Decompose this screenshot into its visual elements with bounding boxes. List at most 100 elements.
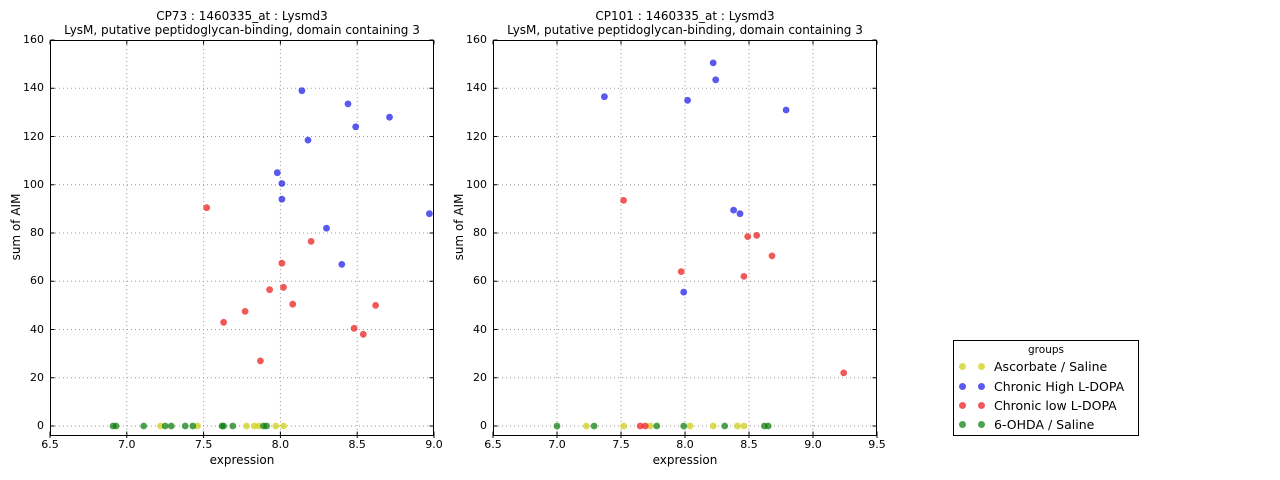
data-point: [298, 87, 306, 95]
axes-spine: [493, 40, 877, 436]
data-point: [323, 224, 330, 232]
data-point: [278, 259, 286, 267]
data-point: [350, 324, 358, 332]
y-axis-label: sum of AIM: [452, 193, 466, 261]
data-point: [273, 169, 281, 177]
data-point: [764, 422, 772, 430]
data-point: [372, 302, 379, 309]
data-point: [338, 261, 346, 268]
axes-area: [492, 39, 878, 438]
data-point: [620, 422, 627, 430]
data-point: [266, 286, 273, 294]
legend-entry: 6-OHDA / Saline: [954, 415, 1138, 434]
data-point: [203, 204, 211, 212]
data-point: [220, 318, 228, 326]
legend-marker-icon: [978, 421, 985, 429]
x-tick-label: 8.0: [271, 438, 290, 451]
y-tick-label: 60: [473, 274, 487, 288]
data-point: [304, 136, 312, 144]
x-axis-label: expression: [652, 453, 718, 467]
plot-title: CP73 : 1460335_at : Lysmd3: [156, 9, 328, 23]
data-point: [167, 422, 175, 430]
data-point: [140, 422, 148, 430]
data-point: [680, 422, 688, 430]
data-point: [768, 252, 776, 260]
data-point: [181, 422, 189, 430]
x-tick-label: 9.5: [868, 438, 886, 451]
legend-entry: Ascorbate / Saline: [954, 357, 1138, 376]
data-point: [359, 330, 367, 338]
data-point: [680, 288, 688, 296]
plot-surface: [492, 39, 878, 438]
data-point: [553, 422, 561, 430]
data-point: [730, 206, 737, 214]
y-tick-label: 100: [466, 177, 487, 191]
data-point: [229, 422, 237, 430]
data-point: [601, 93, 608, 101]
data-point: [736, 210, 744, 218]
data-point: [189, 422, 197, 430]
data-point: [590, 422, 598, 430]
data-point: [289, 300, 297, 308]
data-point: [840, 369, 848, 377]
legend-entry: Chronic High L-DOPA: [954, 376, 1138, 395]
x-tick-label: 7.5: [612, 438, 630, 451]
data-point: [620, 197, 627, 204]
data-point: [272, 422, 280, 430]
y-tick-label: 80: [473, 226, 487, 239]
data-point: [426, 210, 433, 218]
data-point: [753, 232, 761, 239]
legend-entry-label: Ascorbate / Saline: [994, 359, 1108, 375]
data-point: [257, 357, 264, 365]
data-point: [782, 106, 790, 114]
x-tick-label: 6.5: [41, 438, 59, 451]
x-tick-label: 8.0: [676, 438, 694, 451]
data-point: [260, 422, 267, 430]
legend-marker-icon: [978, 382, 985, 390]
x-tick-label: 9.0: [425, 438, 443, 451]
data-point: [686, 422, 694, 430]
y-tick-label: 140: [466, 81, 487, 95]
data-point: [709, 422, 717, 430]
legend-entry-label: 6-OHDA / Saline: [994, 417, 1095, 433]
legend-marker-icon: [959, 363, 966, 371]
data-point: [280, 422, 287, 430]
legend-entry-label: Chronic High L-DOPA: [994, 378, 1125, 394]
plot-surface: [49, 39, 435, 438]
data-point: [721, 422, 729, 430]
plot-subtitle: LysM, putative peptidoglycan-binding, do…: [64, 23, 420, 37]
data-point: [250, 422, 258, 430]
x-tick-label: 8.5: [740, 438, 758, 451]
plot-subtitle: LysM, putative peptidoglycan-binding, do…: [507, 23, 863, 37]
x-tick-label: 8.5: [348, 438, 366, 451]
data-point: [307, 238, 315, 245]
data-point: [677, 268, 685, 275]
legend-marker-icon: [959, 382, 966, 390]
data-point: [278, 180, 286, 187]
data-point: [740, 273, 748, 280]
y-tick-label: 160: [466, 33, 487, 46]
y-tick-label: 40: [30, 322, 44, 336]
data-point: [647, 422, 654, 430]
y-tick-label: 20: [473, 370, 487, 384]
y-tick-label: 60: [30, 274, 44, 288]
y-tick-label: 80: [30, 226, 44, 239]
legend-marker-icon: [978, 401, 985, 409]
data-point: [194, 422, 201, 430]
data-point: [243, 422, 251, 430]
y-tick-label: 0: [37, 419, 44, 432]
data-point: [734, 422, 741, 430]
data-point: [278, 195, 286, 203]
data-point: [241, 308, 249, 315]
legend-entry-label: Chronic low L-DOPA: [994, 397, 1117, 413]
data-point: [712, 76, 720, 84]
y-axis-label: sum of AIM: [9, 193, 23, 261]
data-point: [761, 422, 768, 430]
data-point: [352, 123, 360, 131]
data-point: [255, 422, 263, 430]
legend-marker-icon: [959, 421, 966, 429]
legend-box: groups Ascorbate / Saline Chronic High L-…: [953, 340, 1139, 436]
y-tick-label: 40: [473, 322, 487, 336]
data-point: [641, 422, 649, 430]
y-tick-label: 160: [23, 33, 44, 46]
